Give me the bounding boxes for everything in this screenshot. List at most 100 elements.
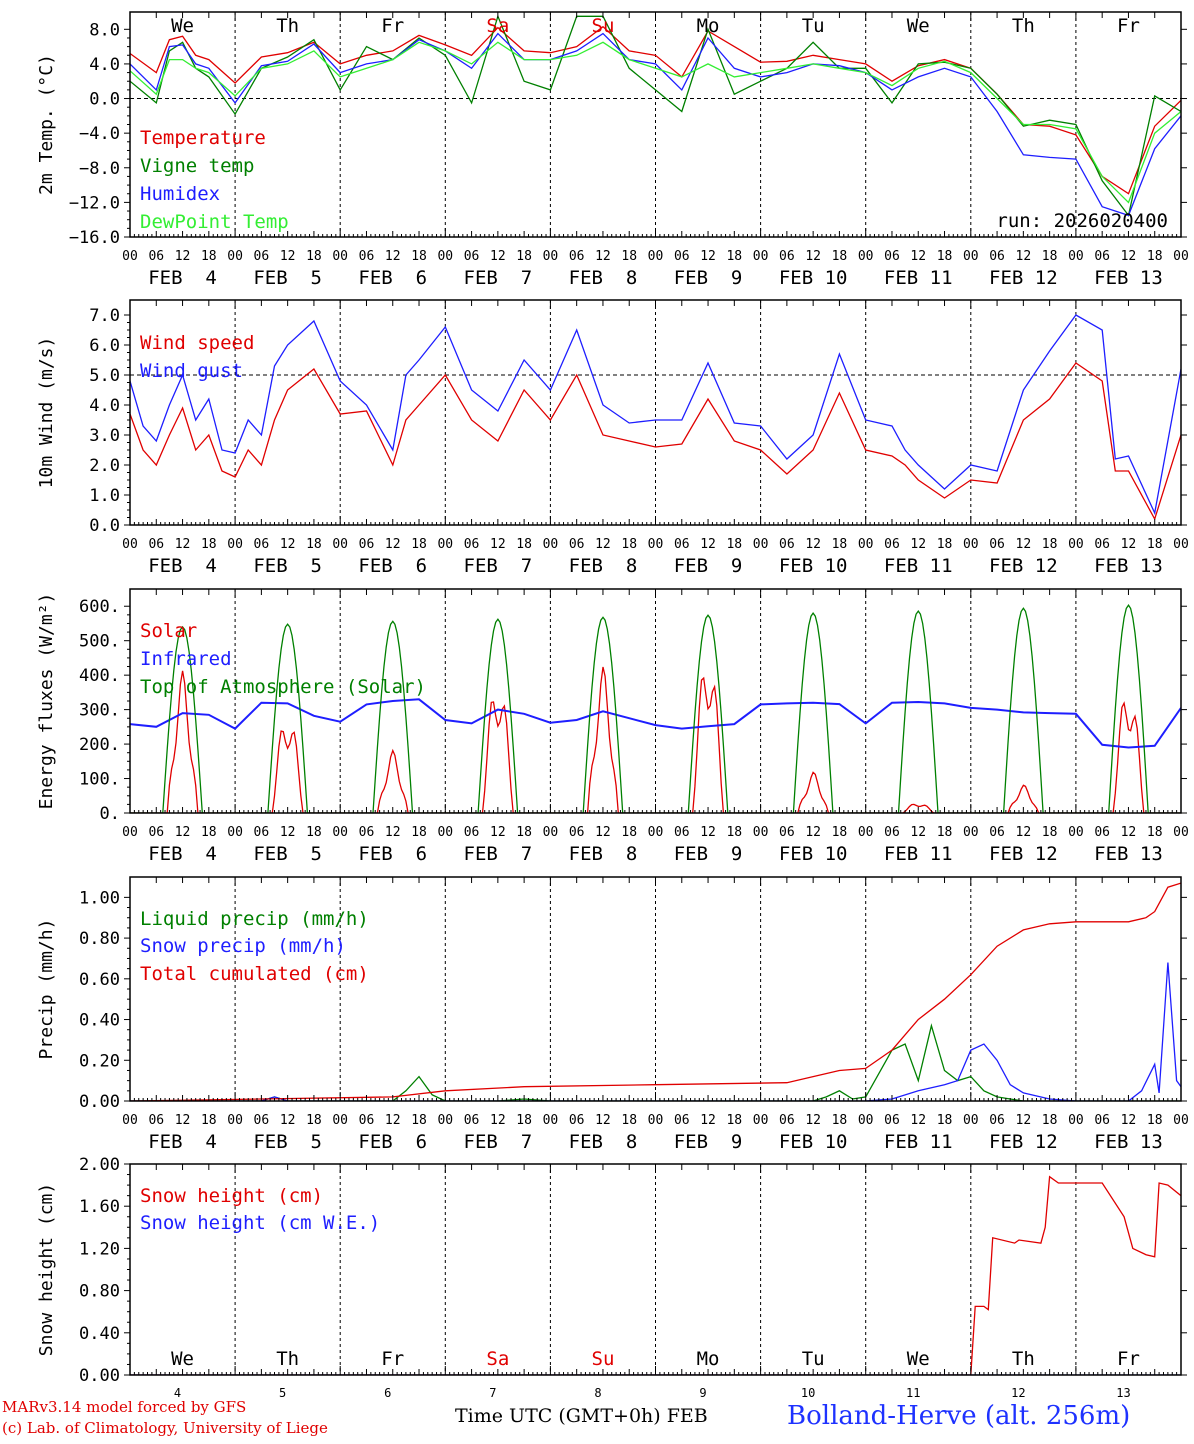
weekday-label: We (171, 1348, 194, 1370)
hour-label: 12 (385, 1113, 401, 1128)
hour-label: 06 (569, 1113, 585, 1128)
hour-label: 00 (122, 825, 138, 840)
legend-liquid-precip-mm-h-: Liquid precip (mm/h) (140, 908, 369, 930)
hour-label: 00 (648, 249, 664, 264)
y-tick-label: 3.0 (89, 426, 120, 446)
hour-label: 06 (674, 1113, 690, 1128)
hour-label: 18 (201, 1113, 217, 1128)
plot-area (130, 314, 1181, 521)
date-label: FEB 11 (884, 267, 953, 289)
date-label: FEB 6 (358, 267, 427, 289)
hour-label: 18 (1147, 249, 1163, 264)
hour-label: 00 (122, 537, 138, 552)
hour-label: 18 (726, 537, 742, 552)
series-line-top-of-atmosphere-solar- (130, 604, 1181, 813)
legend-top-of-atmosphere-solar-: Top of Atmosphere (Solar) (140, 676, 426, 698)
hour-label: 12 (595, 1113, 611, 1128)
hour-label: 00 (543, 825, 559, 840)
hour-label: 18 (1042, 1113, 1058, 1128)
hour-label: 12 (280, 249, 296, 264)
date-label: FEB 7 (464, 555, 533, 577)
hour-label: 18 (411, 825, 427, 840)
hour-label: 18 (411, 537, 427, 552)
day-number: 9 (699, 1386, 706, 1400)
hour-label: 18 (621, 1113, 637, 1128)
weekday-label: Mo (697, 1348, 720, 1370)
hour-label: 00 (1173, 249, 1189, 264)
hour-label: 06 (779, 1113, 795, 1128)
y-tick-label: 0.00 (79, 1092, 120, 1112)
hour-label: 12 (805, 1113, 821, 1128)
day-number: 6 (384, 1386, 391, 1400)
hour-label: 12 (805, 825, 821, 840)
y-tick-label: 7.0 (89, 306, 120, 326)
date-label: FEB 12 (989, 843, 1058, 865)
hour-label: 00 (437, 249, 453, 264)
y-tick-label: 0.40 (79, 1011, 120, 1031)
hour-label: 00 (1173, 1113, 1189, 1128)
hour-label: 00 (332, 825, 348, 840)
hour-label: 06 (989, 1113, 1005, 1128)
hour-label: 18 (411, 249, 427, 264)
hour-label: 00 (648, 825, 664, 840)
date-label: FEB 7 (464, 1131, 533, 1153)
hour-label: 12 (280, 537, 296, 552)
date-label: FEB 8 (569, 267, 638, 289)
date-label: FEB 13 (1094, 555, 1163, 577)
hour-label: 18 (726, 825, 742, 840)
legend-snow-height-cm-: Snow height (cm) (140, 1185, 323, 1207)
panel-1: Temperature Vigne temp Humidex DewPoint Tem… (36, 11, 1189, 289)
hour-label: 18 (1042, 249, 1058, 264)
date-label: FEB 10 (779, 267, 848, 289)
hour-label: 18 (937, 249, 953, 264)
weekday-label: We (171, 15, 194, 37)
weekday-label: Th (276, 1348, 299, 1370)
hour-label: 18 (306, 249, 322, 264)
date-label: FEB 12 (989, 267, 1058, 289)
y-tick-label: 4.0 (89, 396, 120, 416)
y-tick-label: 0.80 (79, 929, 120, 949)
y-tick-label: 600. (79, 597, 120, 617)
hour-label: 00 (543, 1113, 559, 1128)
date-label: FEB 11 (884, 843, 953, 865)
legend-temperature: Temperature (140, 127, 266, 149)
hour-label: 18 (832, 1113, 848, 1128)
weekday-label: Fr (1117, 15, 1140, 37)
legend-dewpoint-temp: DewPoint Temp (140, 211, 289, 233)
weekday-label: Th (1012, 15, 1035, 37)
series-line-wind-speed (130, 362, 1181, 521)
hour-label: 06 (254, 249, 270, 264)
series-line-infrared (130, 698, 1181, 749)
hour-label: 18 (1042, 825, 1058, 840)
weekday-label: Sa (486, 1348, 509, 1370)
y-tick-label: 0.60 (79, 970, 120, 990)
date-label: FEB 7 (464, 267, 533, 289)
hour-label: 00 (1068, 249, 1084, 264)
date-label: FEB 9 (674, 555, 743, 577)
hour-label: 00 (227, 1113, 243, 1128)
hour-label: 00 (963, 249, 979, 264)
y-tick-label: 8.0 (89, 20, 120, 40)
date-label: FEB 8 (569, 1131, 638, 1153)
y-tick-label: 1.60 (79, 1197, 120, 1217)
hour-label: 00 (963, 1113, 979, 1128)
hour-label: 12 (490, 825, 506, 840)
hour-label: 00 (122, 1113, 138, 1128)
hour-label: 18 (411, 1113, 427, 1128)
y-tick-label: −8.0 (79, 159, 120, 179)
date-label: FEB 6 (358, 1131, 427, 1153)
date-label: FEB 8 (569, 843, 638, 865)
hour-label: 12 (175, 249, 191, 264)
y-tick-label: 100. (79, 770, 120, 790)
hour-label: 06 (884, 537, 900, 552)
date-label: FEB 9 (674, 843, 743, 865)
y-tick-label: 500. (79, 632, 120, 652)
date-label: FEB 10 (779, 843, 848, 865)
legend-snow-precip-mm-h-: Snow precip (mm/h) (140, 935, 346, 957)
hour-label: 00 (543, 249, 559, 264)
hour-label: 18 (832, 825, 848, 840)
hour-label: 12 (385, 537, 401, 552)
hour-label: 18 (937, 1113, 953, 1128)
hour-label: 00 (227, 825, 243, 840)
date-label: FEB 13 (1094, 267, 1163, 289)
